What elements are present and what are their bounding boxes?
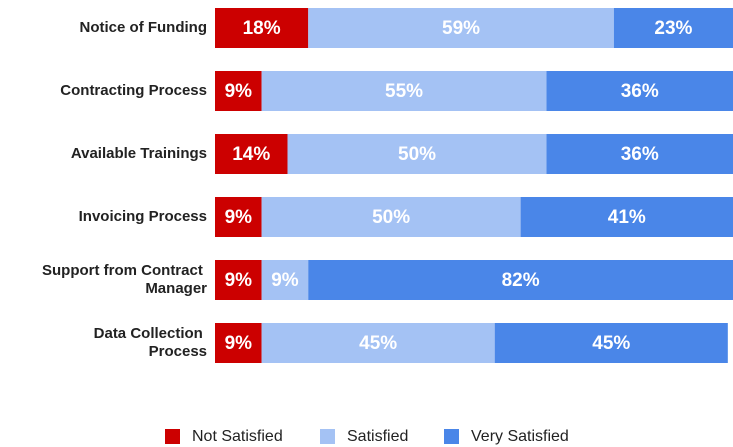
bar-segment — [613, 8, 733, 48]
bar-segment — [546, 71, 733, 111]
value-label: 14% — [232, 144, 270, 165]
bar-segment — [261, 197, 521, 237]
bar-segment — [215, 71, 262, 111]
bar-segment — [215, 8, 309, 48]
legend-swatch — [165, 429, 180, 444]
value-label: 45% — [592, 333, 630, 354]
bar-segment — [261, 71, 547, 111]
value-label: 23% — [654, 18, 692, 39]
bar-segment — [215, 323, 262, 363]
category-label: Data Collection Process — [94, 325, 207, 360]
value-label: 50% — [372, 207, 410, 228]
bar-segment — [308, 260, 733, 300]
value-label: 59% — [442, 18, 480, 39]
value-label: 36% — [621, 81, 659, 102]
bar-segment — [261, 323, 495, 363]
bar-segment — [287, 134, 547, 174]
value-label: 9% — [225, 270, 253, 291]
category-label: Notice of Funding — [80, 19, 207, 36]
legend-label: Very Satisfied — [471, 428, 569, 445]
value-label: 36% — [621, 144, 659, 165]
bar-segment — [520, 197, 733, 237]
value-label: 50% — [398, 144, 436, 165]
value-label: 82% — [502, 270, 540, 291]
value-label: 9% — [225, 81, 253, 102]
value-label: 41% — [608, 207, 646, 228]
category-label: Support from Contract Manager — [42, 262, 207, 297]
bar-segment — [308, 8, 614, 48]
legend-swatch — [320, 429, 335, 444]
category-label: Contracting Process — [60, 82, 207, 99]
bar-segment — [494, 323, 728, 363]
value-label: 55% — [385, 81, 423, 102]
value-label: 9% — [271, 270, 299, 291]
category-label: Invoicing Process — [79, 208, 207, 225]
bar-segment — [215, 197, 262, 237]
bar-segment — [261, 260, 309, 300]
value-label: 9% — [225, 333, 253, 354]
legend-label: Not Satisfied — [192, 428, 283, 445]
value-label: 9% — [225, 207, 253, 228]
legend-swatch — [444, 429, 459, 444]
value-label: 18% — [243, 18, 281, 39]
bar-segment — [546, 134, 733, 174]
bar-segment — [215, 134, 288, 174]
legend-label: Satisfied — [347, 428, 408, 445]
value-label: 45% — [359, 333, 397, 354]
bar-segment — [215, 260, 262, 300]
category-label: Available Trainings — [71, 145, 207, 162]
